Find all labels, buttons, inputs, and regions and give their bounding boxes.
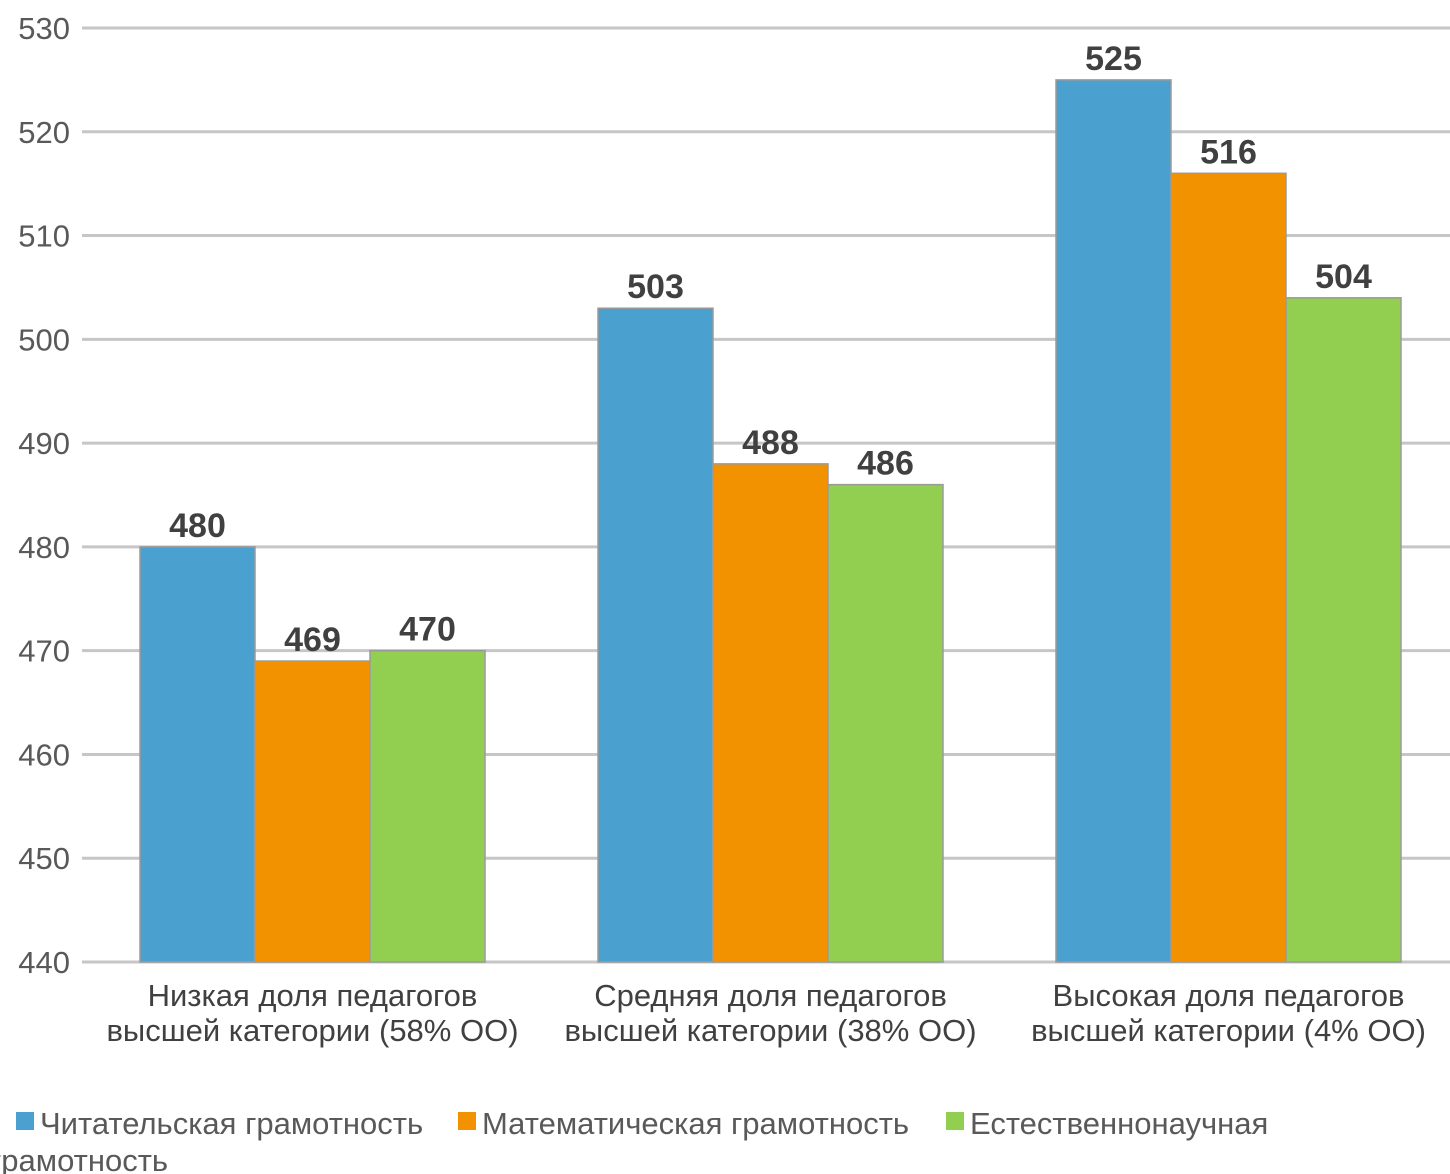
y-tick-label: 490: [18, 426, 70, 461]
data-label: 486: [857, 445, 914, 483]
y-tick-label: 510: [18, 219, 70, 254]
y-tick-label: 450: [18, 841, 70, 876]
data-label: 525: [1085, 40, 1142, 78]
data-label: 488: [742, 424, 799, 462]
bar: [369, 649, 486, 963]
legend-label: Математическая грамотность: [482, 1106, 909, 1141]
x-category-label: Высокая доля педагогов: [1053, 978, 1405, 1013]
legend-label: Естественнонаучная грамотность: [0, 1106, 1268, 1174]
y-tick-label: 460: [18, 737, 70, 772]
y-tick-label: 480: [18, 530, 70, 565]
data-label: 504: [1315, 258, 1372, 296]
data-labels: 480 503 525 469 488 516 470 486 504: [169, 40, 1372, 659]
bar: [1285, 297, 1402, 963]
x-category-label: Низкая доля педагогов: [148, 978, 478, 1013]
bar: [827, 483, 944, 963]
data-label: 480: [169, 507, 226, 545]
y-tick-label: 520: [18, 115, 70, 150]
data-label: 503: [627, 268, 684, 306]
y-axis-ticks: 440 450 460 470 480 490 500 510 520 530: [18, 11, 70, 980]
data-label: 516: [1200, 133, 1257, 171]
y-tick-label: 470: [18, 634, 70, 669]
data-label: 470: [399, 611, 456, 649]
x-category-label: высшей категории (4% ОО): [1031, 1013, 1426, 1048]
bar: [1170, 172, 1287, 963]
legend-swatch: [458, 1112, 476, 1130]
bar: [1055, 79, 1172, 963]
x-category-label: высшей категории (58% ОО): [106, 1013, 518, 1048]
bars: [139, 79, 1402, 963]
y-tick-label: 440: [18, 945, 70, 980]
bar: [597, 307, 714, 963]
bar: [139, 546, 256, 963]
legend-swatch: [946, 1112, 964, 1130]
y-tick-label: 500: [18, 322, 70, 357]
data-label: 469: [284, 621, 341, 659]
x-category-label: Средняя доля педагогов: [594, 978, 947, 1013]
legend-label: Читательская грамотность: [40, 1106, 423, 1141]
y-tick-label: 530: [18, 11, 70, 46]
x-category-label: высшей категории (38% ОО): [564, 1013, 976, 1048]
legend-swatch: [16, 1112, 34, 1130]
bar: [254, 660, 371, 963]
legend: Читательская грамотность Математическая г…: [0, 1106, 1268, 1174]
bar: [712, 463, 829, 963]
